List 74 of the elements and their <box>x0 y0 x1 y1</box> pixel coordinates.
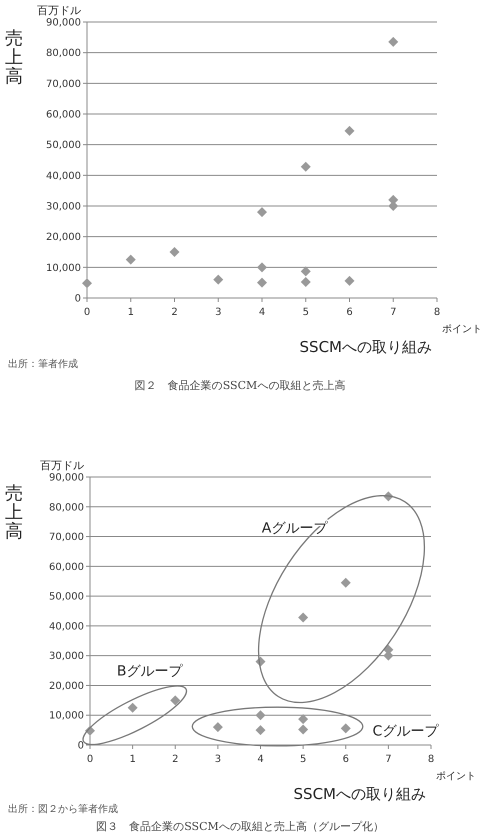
point <box>82 278 92 288</box>
point <box>213 274 224 285</box>
text: ポイント <box>442 324 480 335</box>
point <box>170 695 180 706</box>
point <box>256 725 266 736</box>
y-tick-label: 70,000 <box>49 532 84 544</box>
point <box>298 714 308 724</box>
y-tick-label: 20,000 <box>46 232 81 244</box>
x-axis-title: SSCMへの取り組み <box>300 338 432 356</box>
point <box>170 247 180 257</box>
y-tick-label: 50,000 <box>49 592 84 603</box>
y-tick-label: 20,000 <box>49 680 84 692</box>
y-tick-label: 30,000 <box>46 202 81 212</box>
y-tick-label: 10,000 <box>49 710 84 722</box>
text: ポイント <box>436 771 476 782</box>
point <box>340 723 351 734</box>
text: 百万ドル <box>37 4 81 17</box>
point <box>344 126 354 136</box>
text: 出所：図２から筆者作成 <box>8 803 118 815</box>
point <box>340 578 351 588</box>
x-axis-title: SSCMへの取り組み <box>294 785 426 803</box>
point <box>298 612 308 623</box>
x-tick-label: 4 <box>257 754 264 765</box>
point <box>256 710 266 720</box>
y-tick-label: 50,000 <box>46 140 81 152</box>
x-tick-label: 1 <box>129 754 136 765</box>
x-tick-label: 8 <box>434 307 440 318</box>
x-tick-label: 8 <box>428 754 434 765</box>
x-tick-label: 2 <box>171 307 178 318</box>
annotation: Cグループ <box>372 724 440 740</box>
point <box>300 162 311 172</box>
y-axis-title: 売上高 <box>5 28 23 87</box>
y-tick-label: 90,000 <box>46 18 81 28</box>
text: 図２ 食品企業のSSCMへの取組と売上高 <box>134 379 346 392</box>
y-tick-label: 90,000 <box>49 472 84 484</box>
point <box>300 277 311 288</box>
y-tick-label: 0 <box>78 740 84 752</box>
point <box>212 722 223 732</box>
y-tick-label: 10,000 <box>46 262 81 274</box>
x-tick-label: 2 <box>172 754 178 765</box>
point <box>126 254 136 265</box>
y-tick-label: 80,000 <box>46 48 81 60</box>
x-tick-label: 1 <box>128 307 134 318</box>
y-tick-label: 60,000 <box>49 562 84 573</box>
point <box>388 36 398 47</box>
y-tick-label: 40,000 <box>46 170 81 182</box>
point <box>300 266 311 276</box>
y-axis-title: 売上高 <box>5 483 23 542</box>
point <box>257 207 267 218</box>
y-tick-label: 60,000 <box>46 110 81 120</box>
x-tick-label: 6 <box>342 754 349 765</box>
y-tick-label: 30,000 <box>49 651 84 662</box>
x-tick-label: 3 <box>215 307 222 318</box>
x-tick-label: 0 <box>86 754 94 765</box>
x-tick-label: 7 <box>390 307 396 318</box>
x-tick-label: 5 <box>300 754 306 765</box>
y-tick-label: 70,000 <box>46 78 81 90</box>
text: 図３ 食品企業のSSCMへの取組と売上高（グループ化） <box>96 820 384 833</box>
x-tick-label: 7 <box>385 754 392 765</box>
point <box>257 278 267 288</box>
x-tick-label: 6 <box>346 307 353 318</box>
text: 百万ドル <box>40 459 84 472</box>
text: 出所：筆者作成 <box>8 358 78 370</box>
y-tick-label: 80,000 <box>49 502 84 514</box>
x-tick-label: 5 <box>302 307 309 318</box>
point <box>128 702 138 713</box>
x-tick-label: 3 <box>214 754 222 765</box>
y-tick-label: 0 <box>74 294 81 304</box>
x-tick-label: 4 <box>258 307 266 318</box>
point <box>298 724 308 735</box>
point <box>344 276 354 286</box>
annotation: Bグループ <box>116 663 184 680</box>
point <box>257 262 267 272</box>
y-tick-label: 40,000 <box>49 621 84 632</box>
